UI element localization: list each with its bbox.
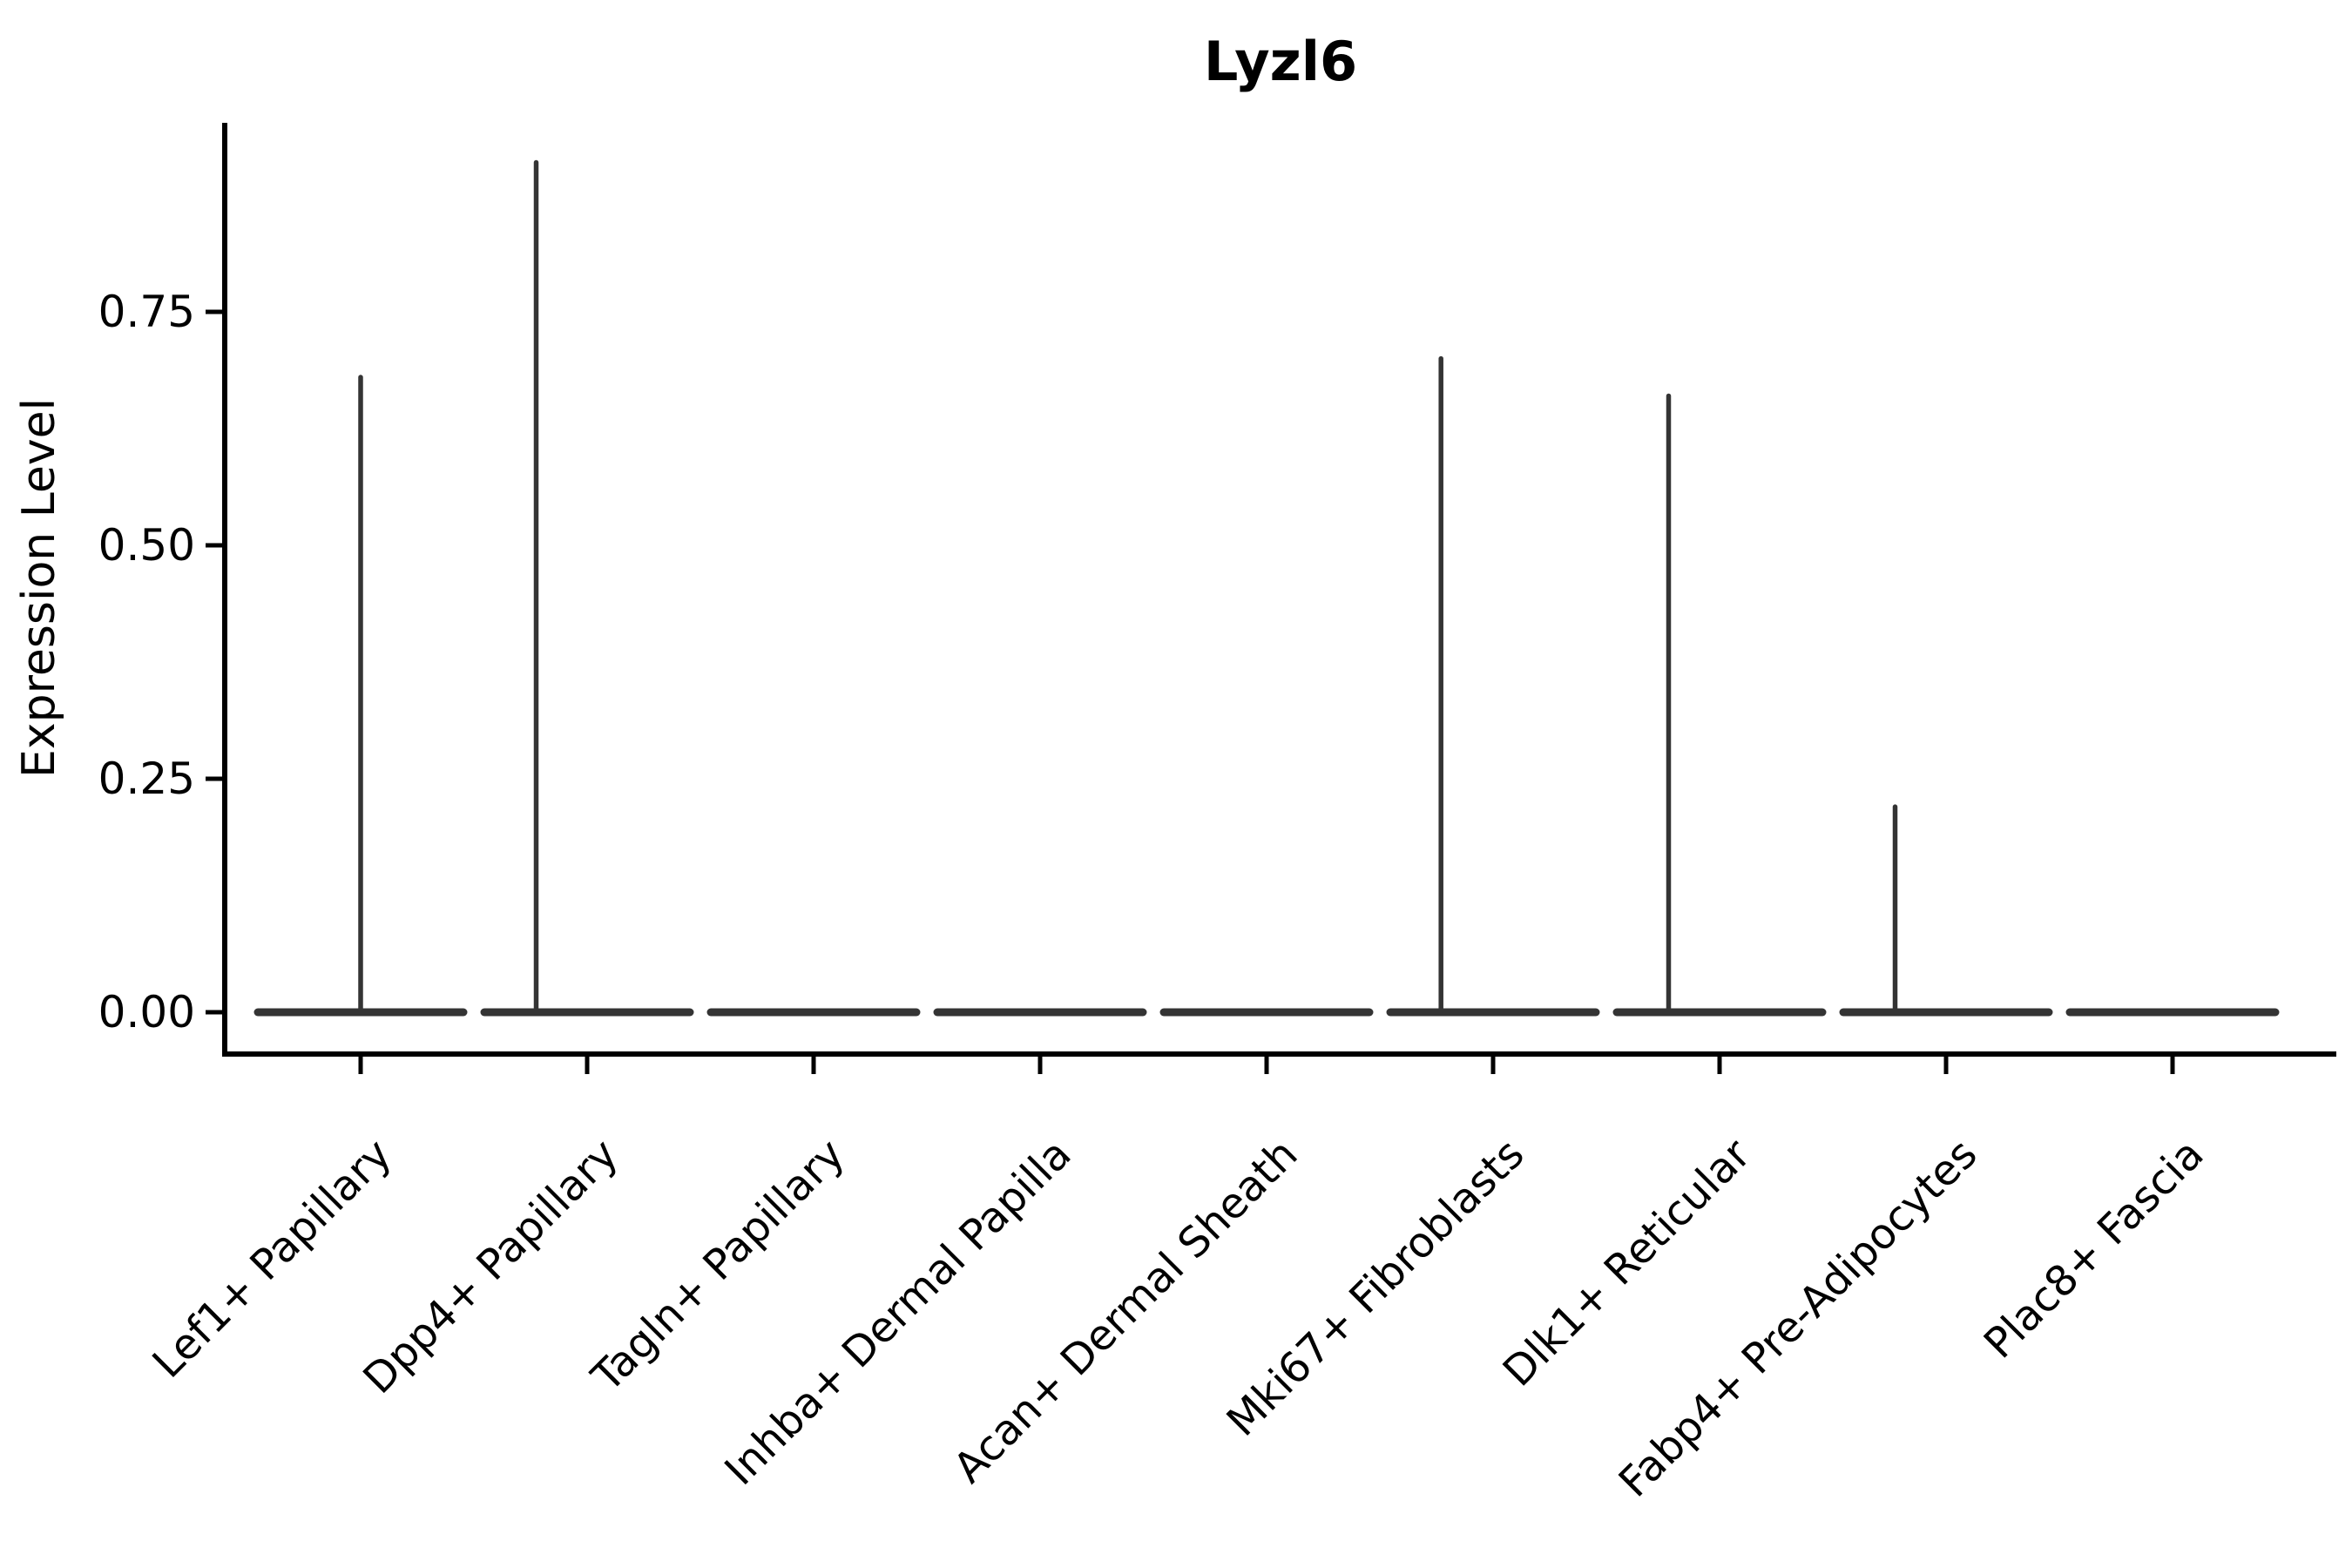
y-tick-label: 0.00 xyxy=(98,987,195,1037)
x-tick-label: Fabp4+ Pre-Adipocytes xyxy=(1610,1130,1987,1507)
x-tick-label: Tagln+ Papillary xyxy=(582,1130,854,1402)
y-axis-label: Expression Level xyxy=(13,398,65,778)
y-axis-ticks: 0.00 0.25 0.50 0.75 xyxy=(98,287,225,1037)
violins xyxy=(253,159,2280,1017)
chart-title: Lyzl6 xyxy=(1204,30,1357,93)
x-tick-label: Dlk1+ Reticular xyxy=(1494,1130,1761,1396)
x-tick-label: Plac8+ Fascia xyxy=(1975,1130,2213,1369)
x-tick-label: Lef1+ Papillary xyxy=(144,1130,402,1388)
y-tick-label: 0.50 xyxy=(98,520,195,571)
y-tick-label: 0.75 xyxy=(98,287,195,337)
y-tick-label: 0.25 xyxy=(98,754,195,804)
